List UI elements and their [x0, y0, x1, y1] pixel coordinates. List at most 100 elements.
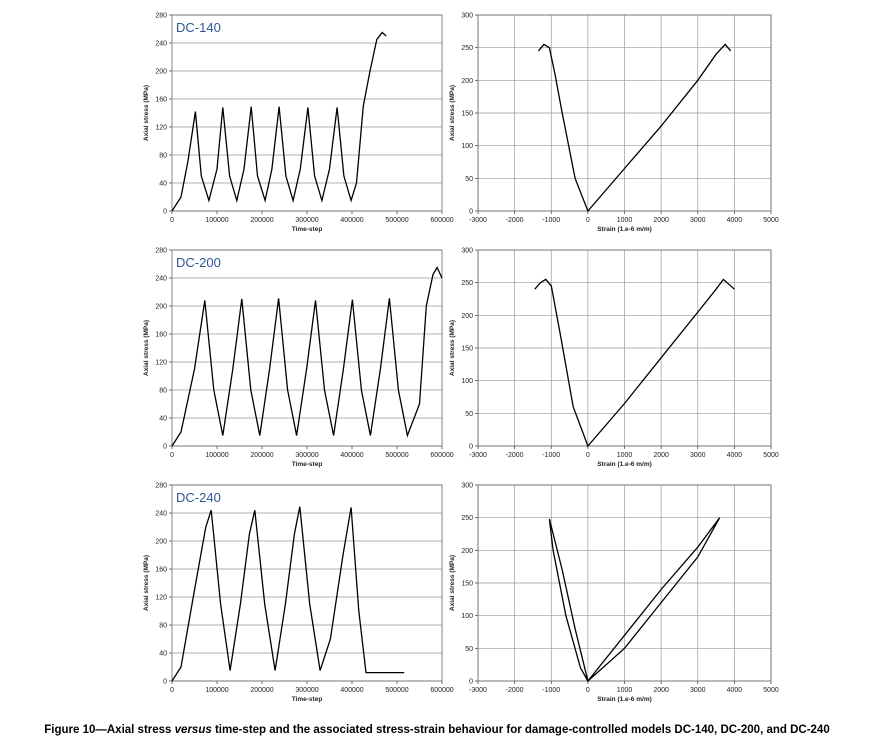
y-tick-label: 300 [461, 483, 473, 490]
y-tick-label: 50 [465, 646, 473, 653]
y-tick-label: 50 [465, 411, 473, 418]
x-tick-label: 5000 [763, 687, 779, 694]
plot-frame [477, 484, 772, 682]
y-tick-label: 0 [469, 444, 473, 451]
y-tick-label: 160 [155, 567, 167, 574]
annotation: DC-240 [176, 490, 221, 505]
y-tick-label: 0 [163, 209, 167, 216]
x-tick-label: -1000 [542, 217, 560, 224]
x-axis-label: Time-step [292, 461, 323, 468]
y-tick-label: 120 [155, 125, 167, 132]
y-tick-label: 40 [159, 651, 167, 658]
y-tick-label: 100 [461, 378, 473, 385]
y-tick-label: 250 [461, 45, 473, 52]
x-tick-label: 200000 [250, 217, 273, 224]
x-tick-label: -3000 [469, 452, 487, 459]
x-tick-label: -1000 [542, 452, 560, 459]
data-line [534, 278, 735, 448]
plot-frame [171, 249, 443, 447]
x-tick-label: 300000 [295, 217, 318, 224]
data-line [548, 517, 721, 683]
data-line [171, 266, 443, 447]
y-tick-label: 300 [461, 13, 473, 20]
y-tick-label: 80 [159, 153, 167, 160]
y-tick-label: 280 [155, 13, 167, 20]
x-axis-label: Strain (1.e-6 m/m) [597, 696, 652, 703]
x-tick-label: 600000 [430, 687, 453, 694]
y-tick-label: 160 [155, 97, 167, 104]
y-axis-label: Axial stress (MPa) [143, 555, 150, 611]
x-tick-label: 5000 [763, 452, 779, 459]
y-tick-label: 200 [461, 78, 473, 85]
y-axis-label: Axial stress (MPa) [449, 320, 456, 376]
y-tick-label: 0 [469, 209, 473, 216]
caption-part: time-step and the associated stress-stra… [212, 724, 830, 736]
x-tick-label: 400000 [340, 452, 363, 459]
x-tick-label: 4000 [727, 687, 743, 694]
x-tick-label: -2000 [506, 452, 524, 459]
y-tick-label: 200 [155, 304, 167, 311]
data-line [171, 31, 387, 212]
y-axis-label: Axial stress (MPa) [143, 85, 150, 141]
x-tick-label: 0 [586, 217, 590, 224]
x-tick-label: 100000 [205, 687, 228, 694]
x-axis-label: Time-step [292, 696, 323, 703]
y-tick-label: 250 [461, 280, 473, 287]
y-tick-label: 0 [163, 444, 167, 451]
x-tick-label: -3000 [469, 217, 487, 224]
caption-part: versus [175, 724, 212, 736]
x-tick-label: -2000 [506, 217, 524, 224]
x-tick-label: 3000 [690, 217, 706, 224]
x-tick-label: 500000 [385, 687, 408, 694]
y-tick-label: 120 [155, 360, 167, 367]
x-tick-label: 400000 [340, 217, 363, 224]
y-tick-label: 200 [155, 539, 167, 546]
x-tick-label: 100000 [205, 452, 228, 459]
y-tick-label: 200 [461, 548, 473, 555]
y-tick-label: 240 [155, 41, 167, 48]
y-tick-label: 200 [155, 69, 167, 76]
x-tick-label: 3000 [690, 452, 706, 459]
plot-frame [477, 249, 772, 447]
x-axis-label: Strain (1.e-6 m/m) [597, 226, 652, 233]
x-tick-label: 4000 [727, 217, 743, 224]
x-tick-label: 300000 [295, 452, 318, 459]
y-tick-label: 280 [155, 483, 167, 490]
annotation: DC-140 [176, 20, 221, 35]
y-tick-label: 50 [465, 176, 473, 183]
y-tick-label: 250 [461, 515, 473, 522]
y-tick-label: 0 [163, 679, 167, 686]
x-tick-label: 5000 [763, 217, 779, 224]
x-tick-label: 3000 [690, 687, 706, 694]
y-tick-label: 100 [461, 143, 473, 150]
y-tick-label: 150 [461, 111, 473, 118]
y-tick-label: 240 [155, 511, 167, 518]
x-tick-label: 0 [586, 452, 590, 459]
y-tick-label: 150 [461, 581, 473, 588]
x-tick-label: 1000 [617, 687, 633, 694]
x-tick-label: 2000 [653, 452, 669, 459]
x-tick-label: 600000 [430, 217, 453, 224]
x-tick-label: 0 [170, 687, 174, 694]
x-tick-label: 0 [586, 687, 590, 694]
x-tick-label: 200000 [250, 687, 273, 694]
x-tick-label: 600000 [430, 452, 453, 459]
x-tick-label: 1000 [617, 452, 633, 459]
y-tick-label: 40 [159, 416, 167, 423]
x-tick-label: 4000 [727, 452, 743, 459]
x-tick-label: 500000 [385, 217, 408, 224]
x-tick-label: 200000 [250, 452, 273, 459]
y-tick-label: 240 [155, 276, 167, 283]
y-tick-label: 200 [461, 313, 473, 320]
y-tick-label: 150 [461, 346, 473, 353]
x-tick-label: 100000 [205, 217, 228, 224]
plot-frame [171, 14, 443, 212]
x-tick-label: 2000 [653, 687, 669, 694]
x-tick-label: 300000 [295, 687, 318, 694]
y-tick-label: 300 [461, 248, 473, 255]
y-tick-label: 80 [159, 623, 167, 630]
x-tick-label: -2000 [506, 687, 524, 694]
x-tick-label: 0 [170, 217, 174, 224]
y-axis-label: Axial stress (MPa) [143, 320, 150, 376]
